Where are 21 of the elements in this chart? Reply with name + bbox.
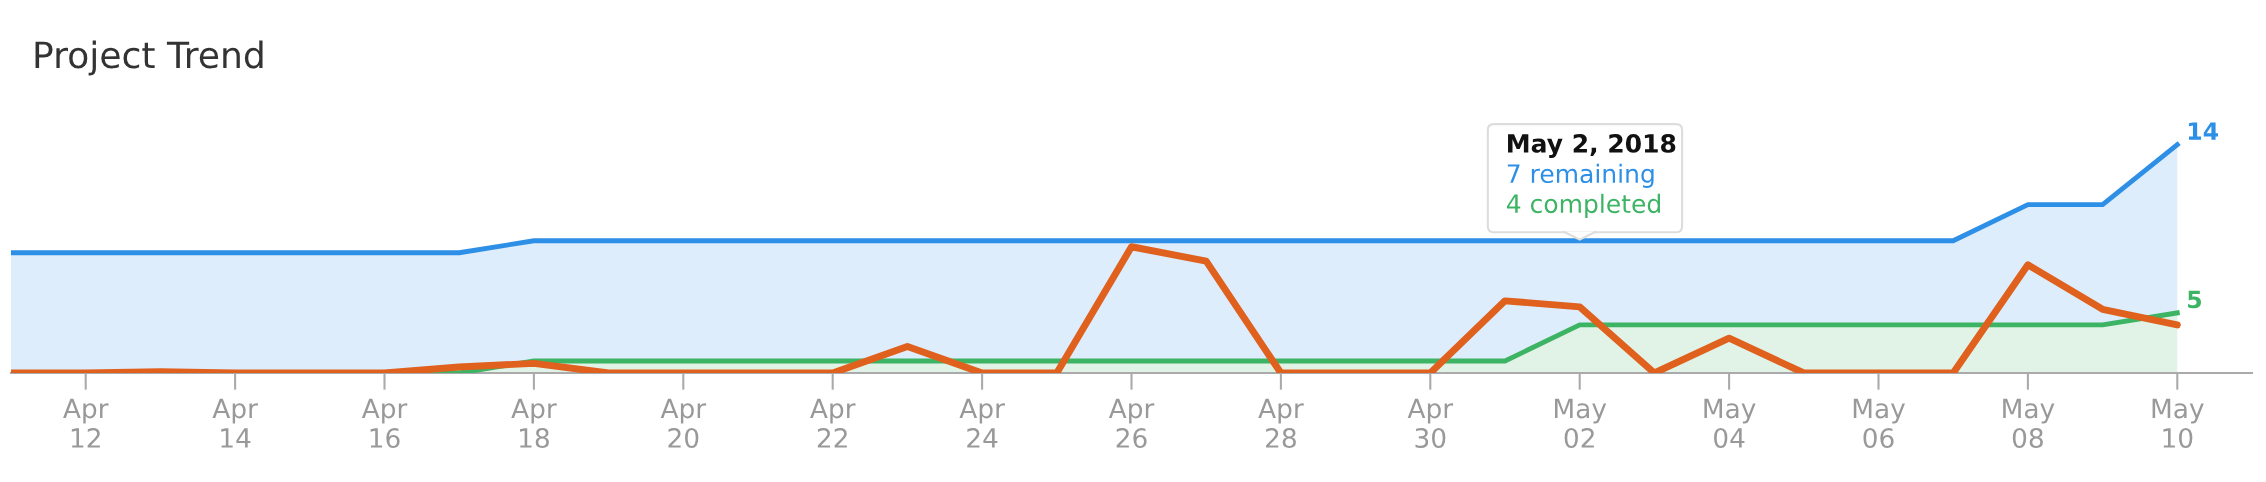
x-tick-label: May 10 [2152,398,2204,448]
annotation: 4 completed [1506,193,1660,218]
x-tick-label: Apr 26 [1108,398,1155,448]
x-tick-label: Apr 24 [959,398,1005,448]
x-tick-label: Apr 22 [810,398,856,448]
x-tick-label: Apr 18 [511,398,557,448]
x-tick-label: Apr 28 [1258,398,1304,448]
annotation: May 2, 2018 [1508,133,1676,158]
x-tick-label: Apr 16 [361,398,408,448]
data-label: 14 [2188,122,2219,140]
x-tick-label: Apr 14 [212,398,258,448]
x-tick-label: May 06 [1853,398,1905,448]
chart-title: Project Trend [35,40,263,76]
x-tick-label: Apr 12 [63,398,109,448]
x-tick-label: May 08 [2003,398,2055,448]
x-tick-label: Apr 30 [1407,398,1454,448]
x-tick-label: May 04 [1704,398,1756,448]
x-tick-label: May 02 [1555,398,1607,448]
annotation: 7 remaining [1507,163,1654,188]
x-tick-label: Apr 20 [660,398,707,448]
data-label: 5 [2188,290,2202,309]
